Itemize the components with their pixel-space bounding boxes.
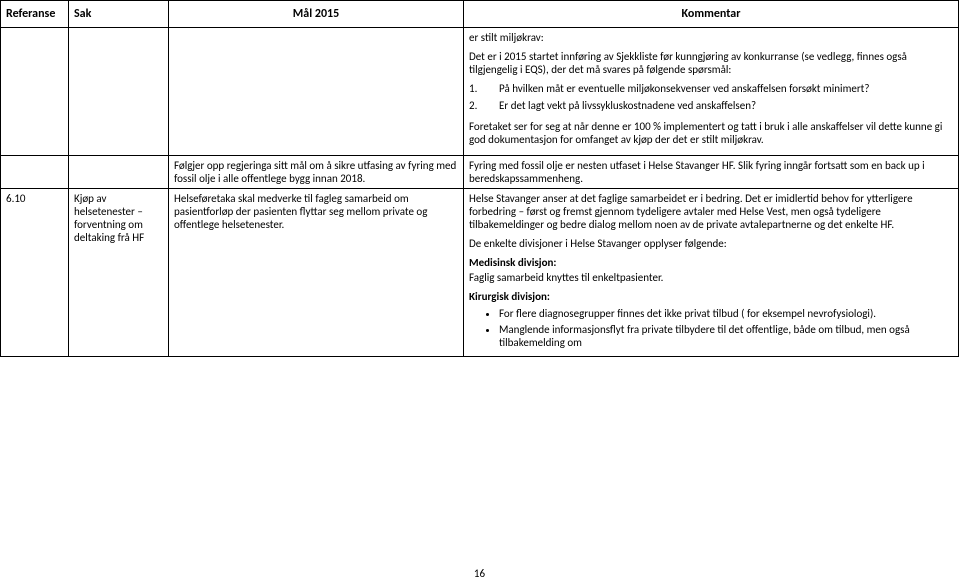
numbered-list: 1. På hvilken måt er eventuelle miljøkon… [469,82,953,112]
subheading: Kirurgisk divisjon: [469,290,953,303]
header-row: Referanse Sak Mål 2015 Kommentar [1,1,959,28]
text: Helse Stavanger anser at det faglige sam… [469,192,953,231]
list-item: 1. På hvilken måt er eventuelle miljøkon… [499,82,953,95]
subheading: Medisinsk divisjon: [469,256,953,269]
list-text: Er det lagt vekt på livssykluskostnadene… [499,99,756,112]
cell-kommentar: er stilt miljøkrav: Det er i 2015 starte… [464,28,959,156]
list-item: Manglende informasjonsflyt fra private t… [499,323,953,349]
cell-mal: Følgjer opp regjeringa sitt mål om å sik… [169,156,464,189]
cell-kommentar: Helse Stavanger anser at det faglige sam… [464,189,959,357]
cell-mal: Helseføretaka skal medverke til fagleg s… [169,189,464,357]
cell-sak [69,156,169,189]
cell-sak [69,28,169,156]
text: Foretaket ser for seg at når denne er 10… [469,120,953,146]
bullet-list: For flere diagnosegrupper finnes det ikk… [469,307,953,349]
list-number: 2. [469,99,477,112]
cell-kommentar: Fyring med fossil olje er nesten utfaset… [464,156,959,189]
text: De enkelte divisjoner i Helse Stavanger … [469,237,953,250]
cell-ref [1,156,69,189]
goals-table: Referanse Sak Mål 2015 Kommentar er stil… [0,0,959,357]
page-number: 16 [474,567,485,580]
table-row: 6.10 Kjøp av helsetenester – forventning… [1,189,959,357]
list-item: 2. Er det lagt vekt på livssykluskostnad… [499,99,953,112]
cell-mal [169,28,464,156]
header-mal: Mål 2015 [169,1,464,28]
header-referanse: Referanse [1,1,69,28]
list-number: 1. [469,82,477,95]
text: er stilt miljøkrav: [469,31,953,44]
header-sak: Sak [69,1,169,28]
header-kommentar: Kommentar [464,1,959,28]
list-text: På hvilken måt er eventuelle miljøkonsek… [499,82,869,95]
text: Faglig samarbeid knyttes til enkeltpasie… [469,271,953,284]
cell-ref: 6.10 [1,189,69,357]
table-row: Følgjer opp regjeringa sitt mål om å sik… [1,156,959,189]
cell-sak: Kjøp av helsetenester – forventning om d… [69,189,169,357]
text: Det er i 2015 startet innføring av Sjekk… [469,50,953,76]
table-row: er stilt miljøkrav: Det er i 2015 starte… [1,28,959,156]
cell-ref [1,28,69,156]
list-item: For flere diagnosegrupper finnes det ikk… [499,307,953,320]
